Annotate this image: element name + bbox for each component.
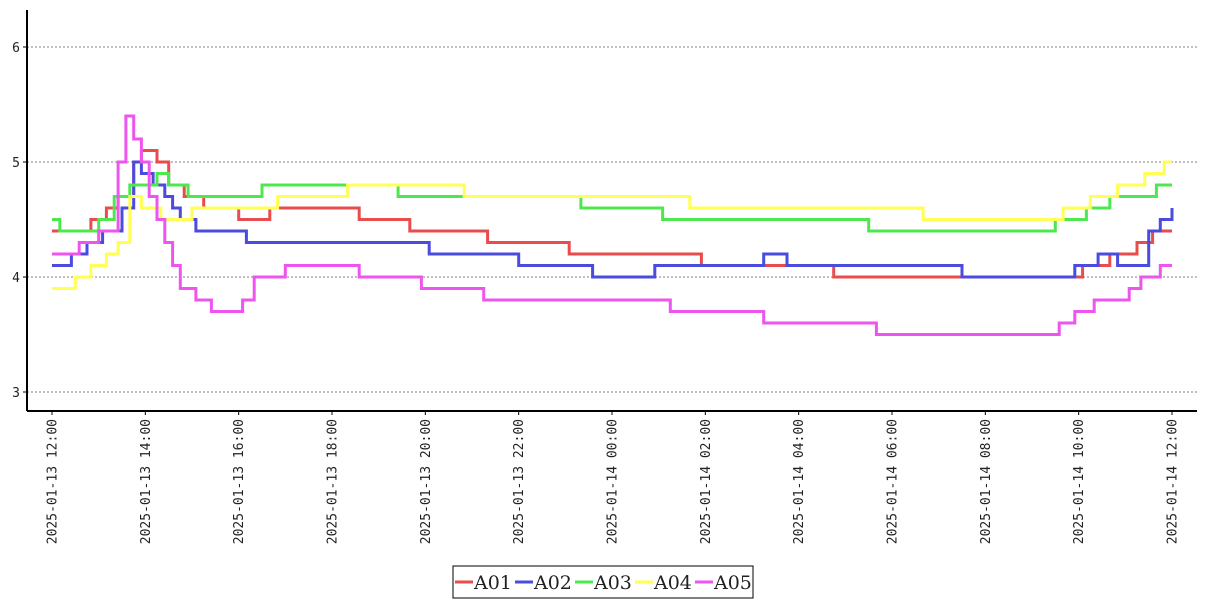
x-tick-label: 2025-01-14 04:00: [792, 419, 807, 544]
x-tick-label: 2025-01-14 02:00: [699, 419, 714, 544]
x-tick-label: 2025-01-13 14:00: [139, 419, 154, 544]
y-tick-label: 5: [12, 156, 20, 171]
series-line-a02: [52, 160, 1174, 279]
legend: A01 A02 A03 A04 A05: [452, 565, 754, 599]
y-tick-label: 3: [12, 386, 20, 401]
x-tick-label: 2025-01-14 08:00: [979, 419, 994, 544]
legend-label-a03: A03: [593, 572, 632, 594]
x-tick-label: 2025-01-14 10:00: [1072, 419, 1087, 544]
y-tick-label: 6: [12, 41, 20, 56]
x-tick-label: 2025-01-14 00:00: [606, 419, 621, 544]
series-line-a04: [52, 160, 1172, 290]
x-tick-labels: 2025-01-13 12:00 2025-01-13 14:00 2025-01-…: [46, 411, 1181, 544]
x-tick-label: 2025-01-13 18:00: [326, 419, 341, 544]
series-line-a01: [52, 149, 1172, 279]
series-line-a03: [52, 172, 1172, 233]
y-tick-labels: 3 4 5 6: [12, 41, 27, 401]
legend-label-a04: A04: [653, 572, 692, 594]
x-tick-label: 2025-01-14 06:00: [886, 419, 901, 544]
legend-label-a05: A05: [713, 572, 752, 594]
series-lines: [52, 114, 1174, 336]
legend-label-a01: A01: [473, 572, 512, 594]
x-tick-label: 2025-01-13 12:00: [46, 419, 61, 544]
x-tick-label: 2025-01-14 12:00: [1166, 419, 1181, 544]
y-tick-label: 4: [12, 271, 20, 286]
x-tick-label: 2025-01-13 22:00: [512, 419, 527, 544]
axes: [26, 10, 1197, 412]
x-tick-label: 2025-01-13 16:00: [232, 419, 247, 544]
x-tick-label: 2025-01-13 20:00: [419, 419, 434, 544]
legend-label-a02: A02: [533, 572, 572, 594]
series-line-a05: [52, 114, 1172, 336]
